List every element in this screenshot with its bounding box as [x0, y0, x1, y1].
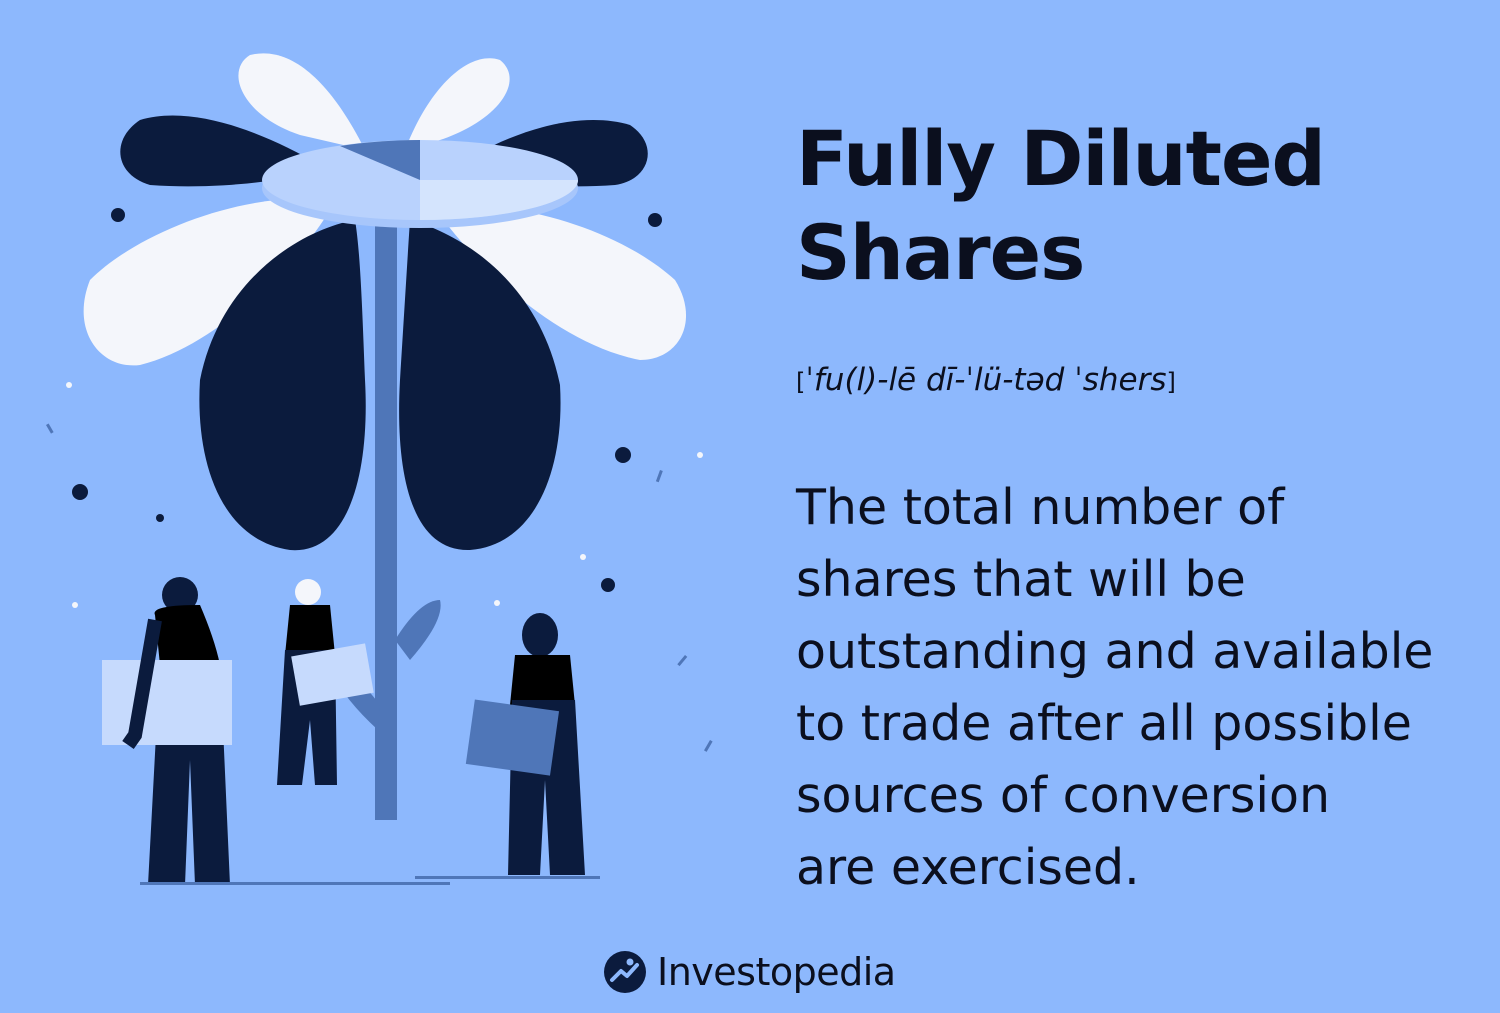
pie-slice-dark — [340, 140, 420, 180]
definition-line: The total number of — [796, 479, 1285, 536]
term-title-line1: Fully Diluted — [796, 114, 1326, 203]
person-middle — [277, 579, 374, 785]
confetti-dot — [72, 602, 78, 608]
confetti-dot — [580, 554, 586, 560]
pronunciation-text: ˈfu(l)-lē dī-ˈlü-təd ˈshers — [805, 362, 1167, 398]
petal-navy-lower-right — [399, 220, 561, 551]
brand-name: Investopedia — [657, 950, 896, 994]
person-right — [465, 613, 585, 875]
confetti-dash — [677, 655, 688, 667]
confetti-dash — [655, 470, 663, 483]
confetti-dot — [601, 578, 615, 592]
investopedia-brand: Investopedia — [603, 944, 896, 1000]
confetti-dot — [72, 484, 88, 500]
definition-line: sources of conversion — [796, 767, 1331, 824]
confetti-dot — [66, 382, 72, 388]
petal-white-right — [440, 204, 687, 360]
ground-line — [140, 882, 450, 885]
confetti-dot — [648, 213, 662, 227]
confetti-dash — [703, 739, 713, 752]
flower-pie-chart-illustration — [45, 53, 713, 885]
confetti-dot — [156, 514, 164, 522]
definition-line: are exercised. — [796, 839, 1140, 896]
confetti-dot — [111, 208, 125, 222]
person-left — [102, 577, 232, 885]
ground-line — [415, 876, 600, 879]
definition-line: shares that will be — [796, 551, 1246, 608]
flower-stem — [375, 220, 397, 820]
petal-white-left — [83, 198, 330, 366]
petal-navy-lower-left — [199, 220, 366, 551]
pronunciation-bracket-close: ] — [1166, 368, 1176, 396]
confetti-dash — [45, 423, 54, 434]
term-title-line2: Shares — [796, 208, 1085, 297]
pie-slice-light — [420, 180, 578, 220]
definition-line: outstanding and available — [796, 623, 1434, 680]
stem-leaf-right — [395, 600, 441, 660]
confetti-dot — [494, 600, 500, 606]
confetti-dot — [615, 447, 631, 463]
investopedia-logo-icon — [604, 951, 646, 993]
definition-line: to trade after all possible — [796, 695, 1412, 752]
pronunciation: [ˈfu(l)-lē dī-ˈlü-təd ˈshers] — [796, 362, 1176, 398]
definition-text: The total number of shares that will be … — [796, 472, 1456, 904]
pronunciation-bracket-open: [ — [796, 368, 806, 396]
petal-white-top-right — [405, 58, 510, 150]
confetti-dot — [697, 452, 703, 458]
petal-white-top-left — [238, 53, 365, 150]
term-title: Fully Diluted Shares — [796, 112, 1456, 300]
